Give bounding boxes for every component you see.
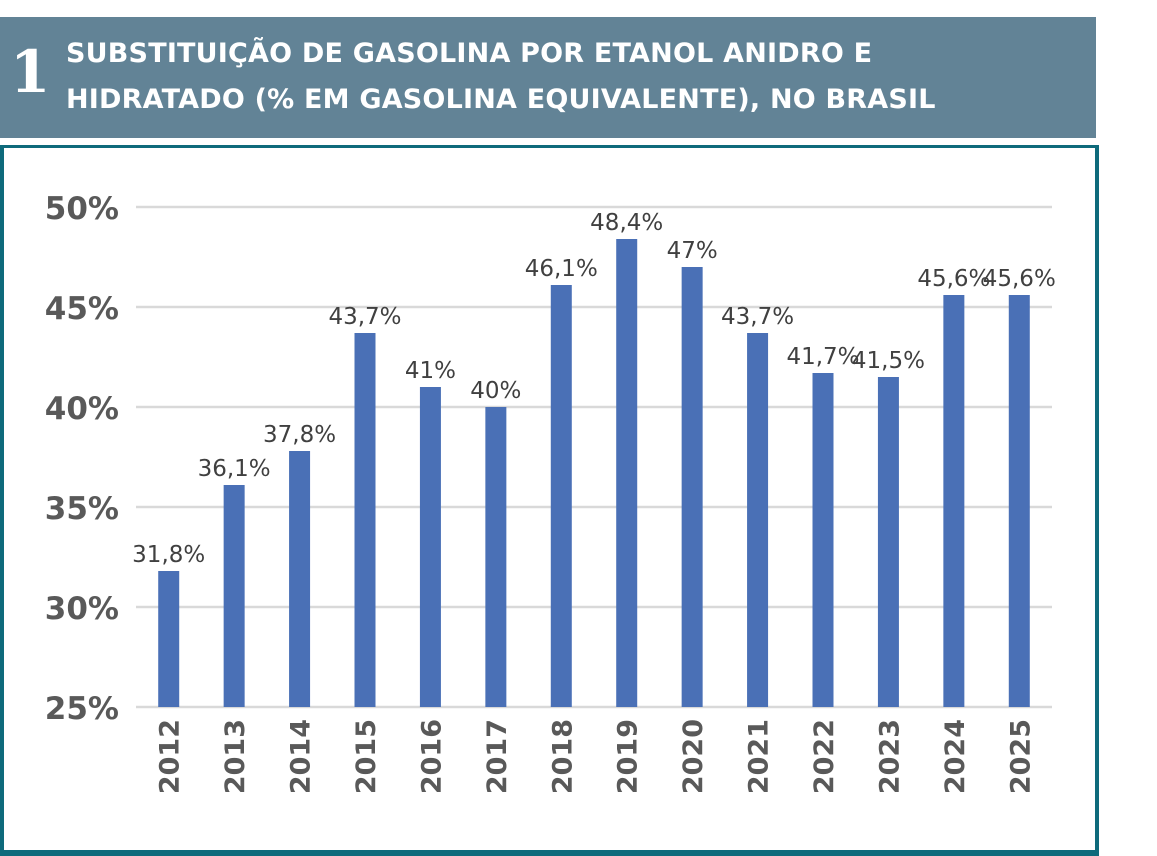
bar-2025 (1008, 295, 1030, 707)
bar-2016 (419, 387, 441, 707)
chart-header: 1 SUBSTITUIÇÃO DE GASOLINA POR ETANOL AN… (0, 17, 1096, 138)
data-label: 41% (405, 358, 456, 384)
data-label: 41,7% (786, 344, 859, 370)
x-tick-label: 2023 (874, 719, 905, 794)
bar-2019 (616, 239, 638, 707)
bar-2014 (289, 451, 311, 707)
x-tick-label: 2020 (678, 719, 709, 794)
x-tick-label: 2025 (1005, 719, 1036, 794)
y-tick-label: 40% (45, 391, 119, 427)
bar-2020 (681, 267, 703, 707)
bar-2013 (223, 485, 245, 707)
data-label: 37,8% (263, 422, 336, 448)
bars (158, 239, 1030, 707)
y-tick-label: 30% (45, 591, 119, 627)
x-tick-label: 2018 (547, 719, 578, 794)
x-tick-label: 2012 (155, 719, 186, 794)
data-labels: 31,8% 36,1% 37,8% 43,7% 41% 40% 46,1% 48,4%47% 4… (132, 210, 1056, 568)
x-tick-label: 2017 (482, 719, 513, 794)
bar-2018 (550, 285, 572, 707)
bar-2021 (747, 333, 769, 707)
x-tick-label: 2013 (220, 719, 251, 794)
bar-2024 (943, 295, 965, 707)
x-tick-label: 2022 (809, 719, 840, 794)
chart-frame (0, 145, 1099, 856)
data-label: 43,7% (328, 304, 401, 330)
x-tick-label: 2016 (416, 719, 447, 794)
data-label: 47% (667, 238, 718, 264)
gridlines (136, 205, 1052, 709)
data-label: 46,1% (525, 256, 598, 282)
y-tick-label: 50% (45, 191, 119, 227)
data-label: 41,5% (852, 348, 925, 374)
y-axis-ticks: 25% 30% 35% 40% 45% 50% (45, 191, 119, 727)
x-tick-label: 2019 (613, 719, 644, 794)
data-label: 48,4% (590, 210, 663, 236)
data-label: 45,6% (917, 266, 990, 292)
y-tick-label: 45% (45, 291, 119, 327)
bar-2015 (354, 333, 376, 707)
y-tick-label: 25% (45, 691, 119, 727)
bar-2017 (485, 407, 507, 707)
data-label: 45,6% (983, 266, 1056, 292)
data-label: 31,8% (132, 542, 205, 568)
data-label: 40% (470, 378, 521, 404)
x-axis-ticks: 2012 2013 2014 2015 2016 2017 2018 2019 2020 2021… (155, 719, 1037, 794)
x-tick-label: 2021 (744, 719, 775, 794)
chart-number: 1 (10, 38, 51, 106)
y-tick-label: 35% (45, 491, 119, 527)
data-label: 43,7% (721, 304, 794, 330)
x-tick-label: 2024 (940, 719, 971, 794)
x-tick-label: 2015 (351, 719, 382, 794)
chart-title-line1: SUBSTITUIÇÃO DE GASOLINA POR ETANOL ANID… (66, 38, 873, 69)
chart-title-line2: HIDRATADO (% EM GASOLINA EQUIVALENTE), N… (66, 84, 936, 115)
chart-title: SUBSTITUIÇÃO DE GASOLINA POR ETANOL ANID… (66, 31, 936, 123)
bar-2022 (812, 373, 834, 707)
x-tick-label: 2014 (286, 719, 317, 794)
data-label: 36,1% (198, 456, 271, 482)
bar-2023 (877, 377, 899, 707)
bar-2012 (158, 571, 180, 707)
